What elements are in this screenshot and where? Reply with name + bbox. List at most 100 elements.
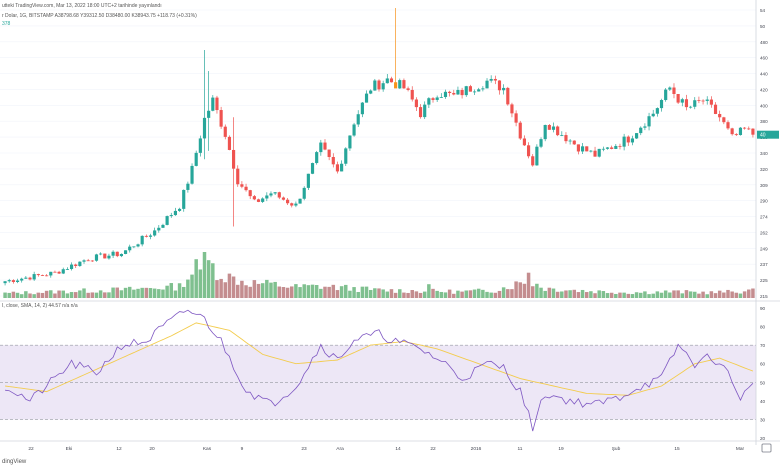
volume-bar — [277, 286, 282, 298]
rsi-legend: I, close, SMA, 14, 2) 44.57 n/a n/a — [2, 303, 78, 309]
candle-body — [431, 98, 435, 100]
volume-bar — [584, 292, 589, 298]
candle-body — [697, 100, 701, 102]
volume-bar — [339, 286, 344, 298]
candle-body — [40, 275, 45, 276]
candle-body — [340, 163, 344, 172]
volume-bar — [497, 290, 502, 298]
volume-bar — [73, 292, 78, 298]
candle-body — [111, 251, 115, 256]
candle-body — [551, 126, 556, 130]
volume-bar — [256, 283, 261, 298]
candle-body — [265, 195, 269, 199]
volume-bar — [53, 293, 57, 298]
rsi-tick-label: 60 — [760, 362, 766, 367]
volume-bar — [456, 290, 460, 298]
candle-body — [406, 88, 410, 90]
volume-bar — [593, 293, 597, 298]
volume-bar — [747, 289, 751, 298]
candle-body — [74, 264, 78, 266]
candle-body — [360, 102, 364, 115]
price-tick-label: 380 — [760, 119, 768, 124]
volume-bar — [69, 292, 74, 298]
volume-bar — [605, 293, 610, 298]
candle-body — [236, 168, 240, 185]
volume-bar — [742, 291, 747, 298]
candle-body — [743, 127, 747, 129]
candle-body — [522, 138, 526, 146]
candle-body — [684, 99, 689, 108]
volume-bar — [314, 285, 319, 298]
volume-bar — [244, 285, 248, 298]
candle-body — [261, 198, 265, 202]
volume-bar — [684, 290, 689, 298]
volume-bar — [705, 294, 709, 298]
volume-bar — [103, 292, 107, 298]
volume-bar — [414, 291, 419, 298]
volume-bar — [688, 291, 693, 298]
volume-bar — [693, 291, 697, 298]
volume-bar — [406, 292, 410, 298]
candle-body — [747, 128, 751, 130]
candle-body — [377, 80, 381, 90]
candle-body — [315, 152, 319, 164]
volume-bar — [294, 284, 298, 298]
time-tick-label: Eki — [66, 446, 73, 452]
candle-body — [468, 86, 472, 92]
volume-bar — [514, 281, 518, 298]
rsi-tick-label: 20 — [760, 436, 766, 441]
volume-bar — [360, 286, 365, 298]
candle-body — [327, 149, 331, 157]
volume-bar — [331, 284, 336, 298]
candle-body — [273, 192, 277, 194]
candle-body — [672, 87, 676, 94]
volume-bar — [539, 287, 543, 298]
time-tick-label: Kas — [203, 446, 212, 452]
volume-bar — [443, 292, 448, 298]
candle-body — [290, 203, 294, 206]
candle-body — [581, 146, 585, 152]
volume-bar — [597, 290, 601, 298]
volume-bar — [19, 294, 24, 298]
rsi-tick-label: 90 — [760, 306, 766, 311]
volume-bar — [215, 280, 219, 298]
candle-body — [219, 110, 223, 127]
candle-body — [560, 135, 564, 136]
price-tick-label: 460 — [760, 56, 768, 61]
candle-body — [493, 78, 497, 81]
candle-body — [597, 148, 601, 157]
candle-body — [564, 135, 568, 142]
candle-body — [576, 144, 581, 152]
volume-bar — [49, 290, 53, 298]
candle-body — [651, 113, 655, 117]
volume-bar — [86, 292, 90, 298]
volume-bar — [389, 289, 394, 298]
price-tick-label: 215 — [760, 294, 768, 299]
volume-bar — [144, 287, 149, 298]
volume-bar — [173, 290, 178, 298]
volume-bar — [663, 290, 668, 298]
price-tick-label: 290 — [760, 199, 768, 204]
volume-bar — [165, 285, 169, 298]
candle-body — [601, 148, 605, 150]
candle-body — [689, 106, 693, 108]
candle-body — [256, 199, 261, 202]
candle-body — [402, 80, 406, 89]
volume-bar — [269, 282, 273, 298]
candle-body — [24, 277, 28, 279]
candle-body — [539, 139, 543, 147]
candle-body — [506, 87, 510, 105]
volume-bar — [323, 286, 327, 298]
candle-body — [543, 124, 547, 140]
candle-body — [364, 93, 369, 103]
candle-body — [215, 97, 219, 111]
volume-bar — [211, 263, 215, 298]
candle-body — [369, 90, 373, 94]
rsi-tick-label: 30 — [760, 417, 766, 422]
volume-bar — [61, 290, 65, 298]
price-tick-label: 249 — [760, 246, 768, 251]
volume-bar — [572, 289, 577, 298]
volume-bar — [281, 287, 286, 298]
volume-bar — [381, 289, 385, 298]
